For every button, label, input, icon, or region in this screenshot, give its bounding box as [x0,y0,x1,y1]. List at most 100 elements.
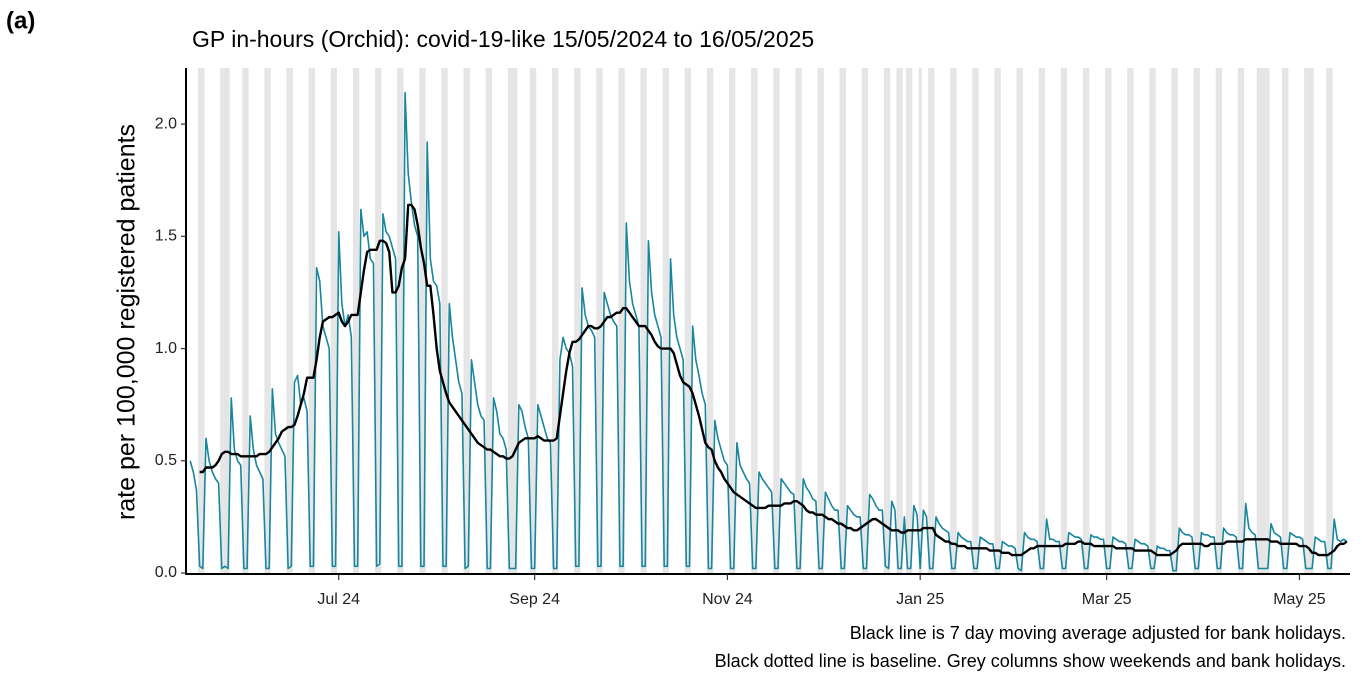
y-tick-label: 0.5 [155,452,177,469]
weekend-column [776,68,780,573]
weekend-column [245,68,249,573]
weekend-column [1326,68,1330,573]
y-tick-label: 1.5 [155,228,177,245]
weekend-column [201,68,205,573]
x-tick-label: Mar 25 [1082,591,1132,608]
weekend-column [1149,68,1153,573]
weekend-column [242,68,246,573]
weekend-column [751,68,755,573]
weekend-column [687,68,692,573]
weekend-column [1019,68,1023,573]
weekend-column [330,68,334,573]
weekend-column [839,68,843,573]
weekend-column [1082,68,1087,573]
y-tick-label: 1.0 [155,340,177,357]
weekend-column [400,68,404,573]
weekend-column [1304,68,1308,573]
weekend-column [732,68,736,573]
weekend-column [931,68,935,573]
chart-title: GP in-hours (Orchid): covid-19-like 15/0… [192,26,814,52]
weekend-column [1240,68,1245,573]
bank-holiday-column [514,68,518,573]
weekend-column [1171,68,1175,573]
weekend-column [1108,68,1112,573]
weekend-column [1307,68,1311,573]
bank-holiday-column [899,68,903,573]
bank-holiday-column [1266,68,1270,573]
weekend-column [264,68,268,573]
weekend-column [444,68,448,573]
weekend-column [950,68,954,573]
bank-holiday-column [918,68,922,573]
weekend-column [972,68,976,573]
weekend-column [552,68,556,573]
weekend-column [352,68,357,573]
weekend-column [1127,68,1131,573]
weekend-column [529,68,534,573]
weekend-column [1282,68,1286,573]
weekend-column [289,68,293,573]
series-line [189,91,1348,572]
x-tick-label: May 25 [1273,591,1326,608]
weekend-column [596,68,600,573]
weekend-column [953,68,957,573]
weekend-column [1263,68,1267,573]
x-tick-label: Jul 24 [317,591,360,608]
y-tick-label: 0.0 [155,564,177,581]
x-tick-label: Sep 24 [509,591,560,608]
weekend-column [1218,68,1223,573]
weekend-column [728,68,733,573]
weekend-column [997,68,1001,573]
weekend-column [795,68,799,573]
weekend-column [643,68,647,573]
weekend-column [1237,68,1241,573]
weekend-column [397,68,401,573]
weekend-column [861,68,865,573]
weekend-column [599,68,603,573]
weekend-column [754,68,758,573]
weekend-column [1215,68,1219,573]
weekend-column [485,68,489,573]
weekend-column [507,68,511,573]
weekend-column [1086,68,1090,573]
weekend-column [928,68,932,573]
weekend-column [1152,68,1156,573]
weekend-column [710,68,714,573]
weekend-column [267,68,271,573]
weekend-column [1130,68,1134,573]
weekend-column [441,68,445,573]
weekend-column [842,68,846,573]
weekend-column [817,68,821,573]
weekend-column [665,68,669,573]
weekend-column [574,68,578,573]
weekend-column [356,68,360,573]
weekend-column [975,68,979,573]
weekend-column [864,68,869,573]
caption: Black line is 7 day moving average adjus… [850,623,1346,643]
weekend-column [286,68,290,573]
weekend-column [909,68,913,573]
weekend-column [510,68,515,573]
weekend-column [1193,68,1197,573]
weekend-column [1174,68,1178,573]
weekend-column [1016,68,1020,573]
weekend-column [1060,68,1064,573]
weekend-column [533,68,537,573]
weekend-column [422,68,426,573]
weekend-column [378,68,382,573]
weekend-column [1105,68,1109,573]
weekend-column [333,68,338,573]
weekend-column [905,68,910,573]
plot-area [189,91,1348,572]
weekend-column [198,68,202,573]
weekend-column [577,68,581,573]
weekend-column [706,68,711,573]
axes: 0.0 0.5 1.0 1.5 2.0 Jul 24 Sep 24 Nov 24 Jan 25 M… [155,68,1350,608]
weekend-column [220,68,224,573]
weekend-column [1329,68,1333,573]
weekend-column [1038,68,1042,573]
panel-label: (a) [6,7,35,34]
bank-holiday-column [896,68,900,573]
x-tick-label: Jan 25 [896,591,944,608]
